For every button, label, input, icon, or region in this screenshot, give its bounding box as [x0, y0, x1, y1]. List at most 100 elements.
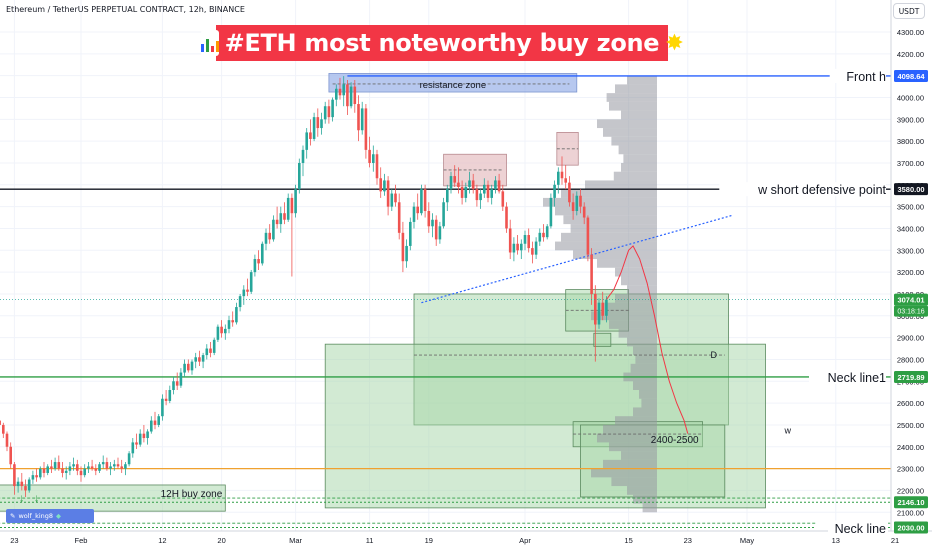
candle-body — [242, 289, 246, 297]
candle — [27, 477, 31, 493]
currency-button[interactable]: USDT — [893, 3, 925, 19]
time-tick-label: 11 — [366, 536, 374, 545]
candle-body — [538, 232, 542, 242]
candle — [471, 173, 475, 194]
volume-profile-bar — [642, 503, 657, 513]
volume-profile-bar — [615, 293, 657, 303]
candle — [538, 228, 542, 246]
candle — [479, 189, 482, 209]
candle-body — [386, 180, 390, 207]
candle — [508, 219, 512, 260]
candle — [579, 189, 582, 214]
candle — [331, 97, 334, 122]
candle — [205, 344, 209, 360]
neck-line3-price-tag-top: 2030.00 — [897, 524, 924, 533]
candle-body — [560, 171, 564, 179]
candle-body — [605, 299, 608, 316]
candle — [68, 462, 72, 476]
price-tick-label: 3800.00 — [897, 137, 924, 146]
volume-profile-bar — [603, 302, 657, 312]
candle — [468, 171, 471, 194]
candle-body — [534, 241, 538, 255]
candle-body — [501, 191, 505, 207]
candle-body — [109, 466, 112, 469]
candle-body — [275, 219, 279, 225]
candle-body — [13, 464, 16, 487]
candle — [187, 359, 190, 373]
candle-body — [238, 296, 242, 308]
candle-body — [183, 363, 186, 373]
candle — [146, 429, 149, 445]
candle — [483, 178, 486, 198]
resistance-zone-label: resistance zone — [420, 80, 487, 91]
volume-profile-bar — [633, 494, 657, 504]
candle — [375, 149, 379, 185]
candle — [335, 84, 338, 107]
neck-line2-price-tag: 2146.10 — [897, 498, 924, 507]
candle — [224, 324, 227, 340]
volume-profile-bar — [641, 398, 657, 408]
candle-body — [320, 119, 323, 129]
price-tick-label: 3500.00 — [897, 203, 924, 212]
candle — [360, 101, 364, 135]
banner-text: #ETH most noteworthy buy zone — [224, 29, 660, 57]
candle — [316, 108, 320, 137]
candle-body — [520, 243, 523, 251]
candle — [449, 171, 453, 194]
candle — [57, 455, 61, 471]
candle-body — [331, 99, 334, 118]
candle-body — [412, 206, 416, 222]
volume-profile-bar — [621, 451, 657, 460]
candle-body — [449, 176, 453, 190]
candle-body — [446, 189, 449, 203]
candle — [338, 77, 342, 100]
candle — [575, 191, 579, 216]
candle-body — [497, 180, 501, 192]
candle-body — [516, 243, 519, 251]
candle — [161, 394, 164, 421]
candle-body — [246, 289, 249, 292]
candle-body — [179, 372, 183, 386]
candle — [568, 176, 571, 207]
candle-body — [405, 245, 408, 262]
candle — [257, 250, 260, 270]
candle — [594, 285, 597, 362]
candle-body — [268, 232, 271, 240]
candle — [553, 180, 556, 207]
volume-profile-bar — [615, 267, 657, 277]
candle — [231, 311, 234, 327]
candle-body — [383, 180, 386, 192]
short-defensive-line-label: w short defensive point — [757, 183, 886, 197]
volume-profile-bar — [639, 390, 657, 399]
price-tick-label: 2200.00 — [897, 486, 924, 495]
candle — [31, 470, 35, 484]
candle — [512, 237, 516, 262]
volume-profile-bar — [621, 110, 657, 120]
candle — [142, 424, 146, 443]
candle-body — [257, 259, 260, 264]
candle-body — [353, 86, 357, 105]
candle — [242, 285, 246, 305]
candle-body — [124, 464, 127, 469]
volume-profile-bar — [609, 442, 657, 452]
candle — [183, 359, 186, 377]
candle-body — [568, 182, 571, 203]
candle-body — [105, 462, 109, 469]
candle-body — [483, 184, 486, 194]
candle — [35, 468, 38, 482]
volume-profile-bar — [627, 75, 657, 85]
candle-body — [571, 202, 575, 212]
candle-body — [601, 302, 604, 316]
candle-body — [24, 486, 27, 491]
neck-line1-price-tag: 2719.89 — [897, 373, 924, 382]
candle-body — [527, 235, 530, 249]
candle — [416, 193, 419, 220]
symbol-header[interactable]: Ethereum / TetherUS PERPETUAL CONTRACT, … — [6, 5, 245, 14]
candle — [20, 472, 24, 491]
candle — [438, 221, 442, 244]
price-tick-label: 4200.00 — [897, 50, 924, 59]
candle-body — [175, 381, 179, 386]
price-tick-label: 2800.00 — [897, 355, 924, 364]
